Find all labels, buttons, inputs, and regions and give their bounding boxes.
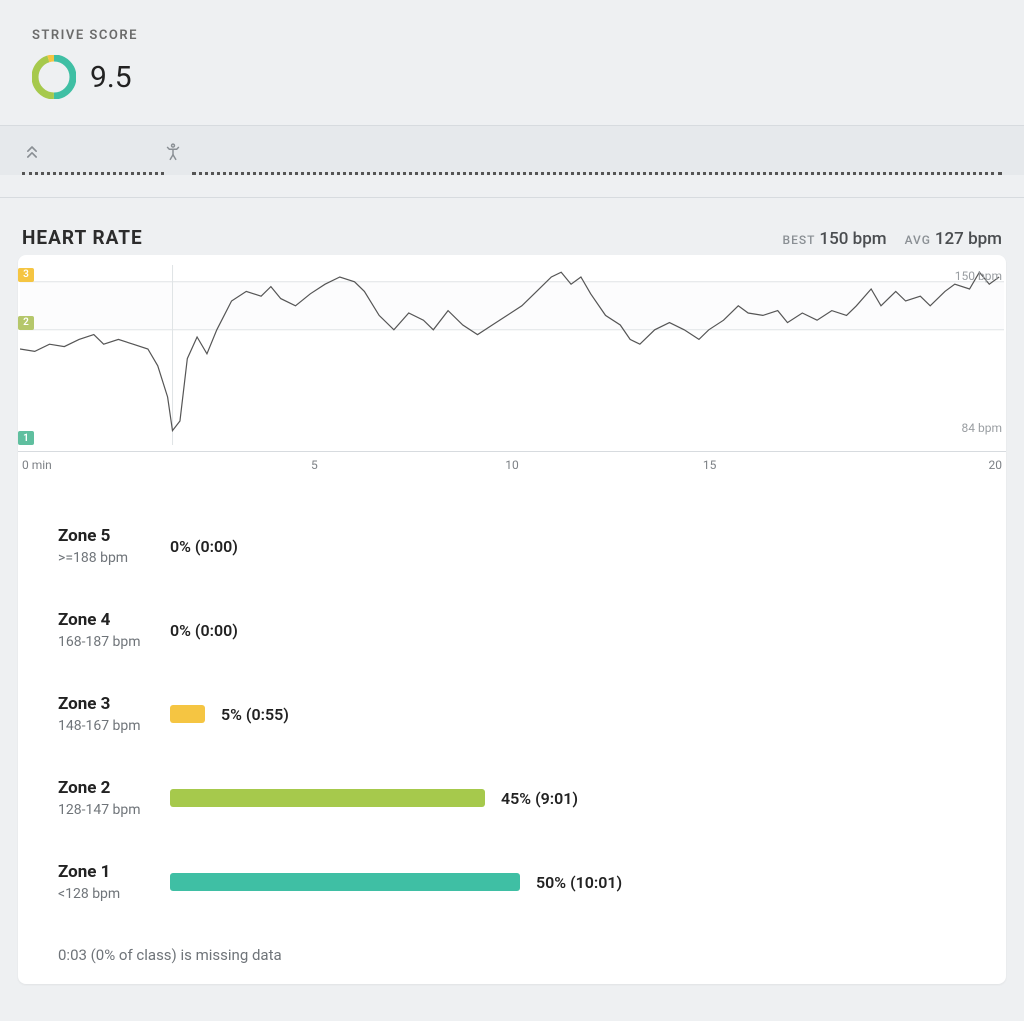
- chart-zone-marker: 3: [18, 268, 34, 282]
- heart-rate-chart[interactable]: [20, 265, 1004, 445]
- zone-name: Zone 3: [58, 694, 170, 714]
- zone-row: Zone 2 128-147 bpm 45% (9:01): [58, 778, 966, 818]
- chart-max-label: 150 bpm: [955, 269, 1002, 283]
- zone-name: Zone 1: [58, 862, 170, 882]
- toolbar-dotline: [22, 172, 1002, 175]
- x-tick: 10: [413, 458, 611, 472]
- chart-x-axis: 0 min5101520: [18, 456, 1006, 480]
- zone-row: Zone 4 168-187 bpm0% (0:00): [58, 610, 966, 650]
- metrics-toolbar: [0, 125, 1024, 175]
- chart-zone-marker: 2: [18, 316, 34, 330]
- strive-score-section: STRIVE SCORE 9.5: [0, 0, 1024, 125]
- zone-value: 0% (0:00): [170, 621, 238, 640]
- zone-row: Zone 5 >=188 bpm0% (0:00): [58, 526, 966, 566]
- zone-name: Zone 4: [58, 610, 170, 630]
- zones-list: Zone 5>=188 bpm0% (0:00)Zone 4168-187 bp…: [18, 480, 1006, 984]
- chevrons-up-icon[interactable]: [22, 142, 42, 166]
- chart-min-label: 84 bpm: [962, 421, 1002, 435]
- zone-value: 50% (10:01): [536, 873, 622, 892]
- heart-rate-card: 3 2 1 150 bpm 84 bpm 0 min5101520 Zone 5 >=18…: [18, 255, 1006, 984]
- zone-bar: [170, 705, 205, 723]
- heart-rate-title: HEART RATE: [22, 226, 143, 249]
- zone-range: 168-187 bpm: [58, 634, 170, 650]
- zone-range: 128-147 bpm: [58, 802, 170, 818]
- strive-score-label: STRIVE SCORE: [32, 28, 992, 43]
- zone-range: >=188 bpm: [58, 550, 170, 566]
- zone-bar: [170, 873, 520, 891]
- zone-value: 45% (9:01): [501, 789, 578, 808]
- hr-best: BEST 150 bpm: [783, 229, 887, 249]
- strive-donut-icon: [32, 55, 76, 99]
- zone-bar: [170, 789, 485, 807]
- x-tick: 0 min: [18, 458, 216, 472]
- zone-row: Zone 1 <128 bpm 50% (10:01): [58, 862, 966, 902]
- x-tick: 5: [216, 458, 414, 472]
- zone-range: <128 bpm: [58, 886, 170, 902]
- hr-avg: AVG 127 bpm: [905, 229, 1002, 249]
- strive-score-value: 9.5: [90, 60, 132, 95]
- missing-data-note: 0:03 (0% of class) is missing data: [58, 946, 966, 964]
- x-tick: 15: [611, 458, 809, 472]
- chart-zone-marker: 1: [18, 431, 34, 445]
- workout-icon[interactable]: [162, 141, 184, 167]
- zone-value: 0% (0:00): [170, 537, 238, 556]
- zone-value: 5% (0:55): [221, 705, 289, 724]
- zone-range: 148-167 bpm: [58, 718, 170, 734]
- zone-name: Zone 5: [58, 526, 170, 546]
- zone-row: Zone 3 148-167 bpm 5% (0:55): [58, 694, 966, 734]
- x-tick: 20: [808, 458, 1006, 472]
- zone-name: Zone 2: [58, 778, 170, 798]
- heart-rate-section: HEART RATE BEST 150 bpm AVG 127 bpm 3 2 1 1…: [0, 198, 1024, 1002]
